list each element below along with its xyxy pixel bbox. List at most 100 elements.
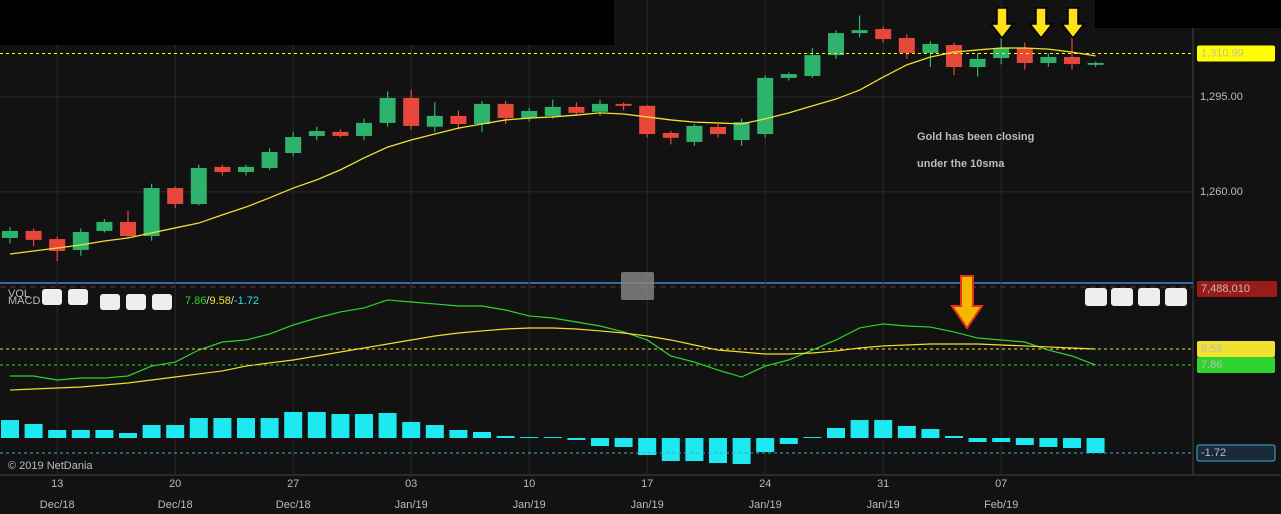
histogram-bar xyxy=(685,438,704,462)
histogram-bar xyxy=(425,425,444,439)
histogram-bar xyxy=(496,436,515,439)
histogram-bar xyxy=(378,412,397,439)
candle-body xyxy=(780,74,797,78)
histogram-bar xyxy=(119,433,137,439)
readout: 7.86/9.58/-1.72 xyxy=(185,295,259,307)
histogram-bar xyxy=(1086,438,1105,454)
histogram-bar xyxy=(803,437,822,439)
settings-button[interactable] xyxy=(152,294,172,310)
histogram-bar xyxy=(992,438,1011,443)
x-tick-label: 07 xyxy=(995,478,1007,490)
x-tick-label: 24 xyxy=(759,478,771,490)
volume-label: VOL xyxy=(8,288,30,300)
candle-body xyxy=(308,131,325,136)
candle-body xyxy=(450,115,467,125)
candle-body xyxy=(1040,56,1057,63)
close-pane-button[interactable] xyxy=(1165,288,1187,306)
x-tick-period: Dec/18 xyxy=(276,499,311,511)
candle-body xyxy=(167,188,184,205)
candle-body xyxy=(544,106,561,116)
candle-body xyxy=(993,48,1010,59)
histogram-bar xyxy=(968,438,987,443)
candle-body xyxy=(426,115,443,127)
histogram-bar xyxy=(48,429,67,439)
volume-box xyxy=(1197,281,1277,297)
histogram-bar xyxy=(213,418,232,439)
annotation: under the 10sma xyxy=(917,158,1005,170)
down-arrow xyxy=(1028,7,1054,40)
candle-body xyxy=(521,110,538,119)
candle-body xyxy=(25,230,42,240)
x-tick-period: Dec/18 xyxy=(40,499,75,511)
histogram-bar xyxy=(921,429,940,439)
x-tick-label: 31 xyxy=(877,478,889,490)
candle-body xyxy=(2,230,18,238)
candle-body xyxy=(96,221,113,231)
histogram-bar xyxy=(874,420,893,439)
last-value-box xyxy=(1197,341,1275,358)
histogram-bar xyxy=(1063,438,1081,449)
candle-body xyxy=(238,166,254,173)
move-up-button[interactable] xyxy=(1111,288,1133,306)
histogram-bar xyxy=(661,438,680,462)
x-tick-period: Dec/18 xyxy=(158,499,193,511)
histogram-bar xyxy=(591,438,609,447)
pane-handle[interactable] xyxy=(621,272,654,300)
candle-body xyxy=(1064,56,1080,65)
histogram-bar xyxy=(284,412,303,439)
histogram-bar xyxy=(520,437,539,439)
x-tick-label: 03 xyxy=(405,478,417,490)
price-label: 1,310.99 xyxy=(1201,47,1244,59)
histogram-bar xyxy=(614,438,633,447)
y-tick-label: 1,295.00 xyxy=(1200,91,1243,103)
candle-body xyxy=(143,188,160,237)
histogram-bar xyxy=(189,418,208,439)
histogram-bar xyxy=(1039,438,1058,447)
highlight-arrow xyxy=(950,275,984,330)
move-up-button[interactable] xyxy=(1085,288,1107,306)
close-button[interactable] xyxy=(68,289,88,305)
down-arrow xyxy=(989,7,1015,40)
x-tick-period: Jan/19 xyxy=(867,499,900,511)
readout-part: -1.72 xyxy=(234,295,259,307)
x-tick-period: Jan/19 xyxy=(749,499,782,511)
candle-body xyxy=(733,122,750,141)
histogram-bar xyxy=(142,425,161,439)
candle-body xyxy=(946,45,962,68)
last-value-label: 9.58 xyxy=(1201,343,1222,355)
sma-line xyxy=(9,47,1096,255)
candle-body xyxy=(497,103,514,119)
annotation: Gold has been closing xyxy=(917,131,1034,143)
x-tick-label: 20 xyxy=(169,478,181,490)
indicator-label: MACD xyxy=(8,295,40,307)
candle-body xyxy=(875,29,892,40)
candle-body xyxy=(403,97,420,126)
candle-body xyxy=(214,166,231,173)
maximize-button[interactable] xyxy=(1138,288,1160,306)
readout-part: / xyxy=(231,295,235,307)
x-tick-period: Jan/19 xyxy=(395,499,428,511)
candle-body xyxy=(1016,48,1033,63)
x-tick-label: 17 xyxy=(641,478,653,490)
eye-button[interactable] xyxy=(42,289,62,305)
x-tick-period: Jan/19 xyxy=(513,499,546,511)
volume-value: 7,488,010 xyxy=(1201,283,1250,295)
histogram-bar xyxy=(756,438,775,453)
histogram-bar xyxy=(166,425,185,439)
last-value-box xyxy=(1196,444,1276,462)
histogram-bar xyxy=(1015,438,1034,445)
candle-body xyxy=(686,125,703,142)
candle-body xyxy=(49,239,66,252)
close-button[interactable] xyxy=(126,294,146,310)
candle-body xyxy=(969,58,986,68)
candle-body xyxy=(804,55,821,76)
candle-body xyxy=(922,43,939,53)
eye-button[interactable] xyxy=(100,294,120,310)
histogram-bar xyxy=(24,423,43,439)
macd-line xyxy=(10,299,1096,381)
histogram-bar xyxy=(543,437,562,439)
